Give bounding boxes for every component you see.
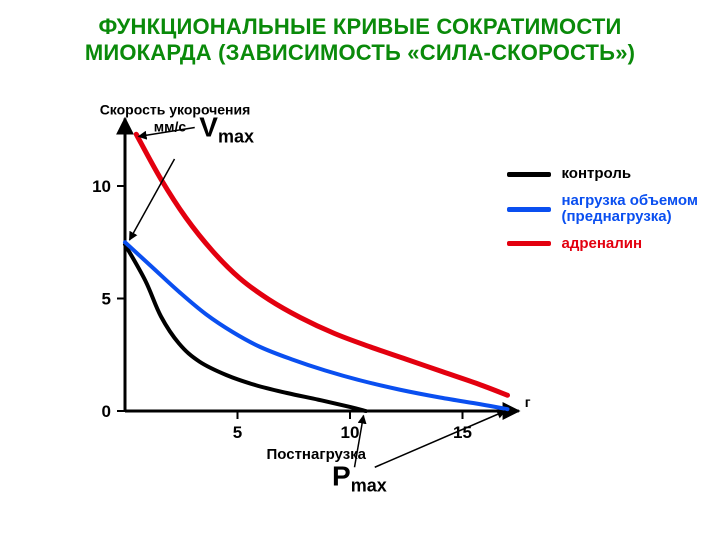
- legend-swatch: [507, 241, 551, 246]
- x-tick-label: 5: [233, 423, 242, 442]
- legend-label: контроль: [561, 166, 631, 183]
- force-velocity-chart: 510150510Скорость укорочениямм/сгПостнаг…: [0, 66, 720, 536]
- chart-area: 510150510Скорость укорочениямм/сгПостнаг…: [0, 66, 720, 536]
- pmax-arrow: [375, 411, 506, 467]
- series-control: [125, 245, 366, 412]
- legend-item-adrenaline: адреналин: [507, 236, 698, 253]
- legend-swatch: [507, 172, 551, 177]
- legend-item-preload: нагрузка объемом(преднагрузка): [507, 193, 698, 226]
- x-tick-label: 10: [341, 423, 360, 442]
- y-tick-label: 5: [102, 290, 111, 309]
- legend-label: нагрузка объемом(преднагрузка): [561, 193, 698, 226]
- legend: контроль нагрузка объемом(преднагрузка) ад…: [507, 166, 698, 262]
- page-title: ФУНКЦИОНАЛЬНЫЕ КРИВЫЕ СОКРАТИМОСТИ МИОКА…: [10, 14, 710, 66]
- legend-item-control: контроль: [507, 166, 698, 183]
- x-axis-label: Постнагрузка: [267, 446, 367, 463]
- title-line-1: ФУНКЦИОНАЛЬНЫЕ КРИВЫЕ СОКРАТИМОСТИ: [10, 14, 710, 40]
- legend-label: адреналин: [561, 236, 642, 253]
- title-line-2: МИОКАРДА (ЗАВИСИМОСТЬ «СИЛА-СКОРОСТЬ»): [10, 40, 710, 66]
- legend-swatch: [507, 207, 551, 212]
- vmax-arrow: [130, 159, 175, 240]
- y-tick-label: 0: [102, 402, 111, 421]
- y-axis-label-1: Скорость укорочения: [100, 102, 251, 118]
- x-axis-unit: г: [525, 394, 531, 410]
- y-tick-label: 10: [92, 177, 111, 196]
